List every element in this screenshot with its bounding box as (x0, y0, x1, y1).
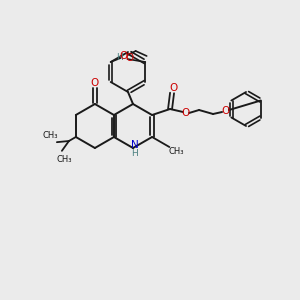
Text: O: O (181, 108, 189, 118)
Text: O: O (91, 78, 99, 88)
Text: H: H (116, 53, 123, 62)
Text: O: O (221, 106, 229, 116)
Text: CH₃: CH₃ (43, 131, 58, 140)
Text: H: H (132, 149, 138, 158)
Text: CH₃: CH₃ (57, 155, 72, 164)
Text: O: O (169, 83, 177, 93)
Text: N: N (131, 140, 139, 150)
Text: CH₃: CH₃ (169, 146, 184, 155)
Text: O: O (120, 51, 128, 61)
Text: O: O (125, 53, 134, 63)
